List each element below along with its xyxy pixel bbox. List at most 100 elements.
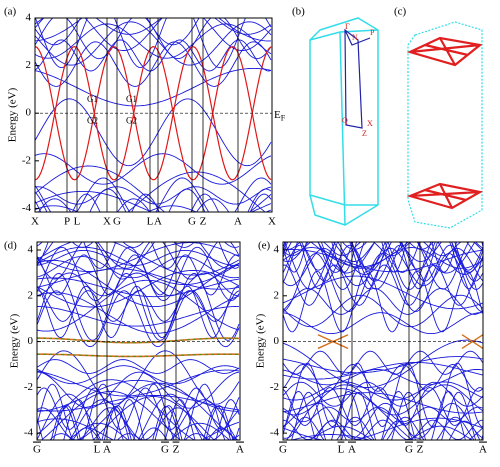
bands — [283, 242, 483, 440]
band — [283, 417, 483, 440]
y-tick-label: -4 — [270, 427, 280, 439]
x-tick-label: P — [64, 216, 70, 228]
band — [37, 256, 240, 279]
band — [283, 242, 483, 275]
band — [283, 253, 483, 313]
plot-frame — [36, 241, 241, 441]
brillouin-zone — [407, 21, 483, 229]
fermi-label: EF — [274, 109, 286, 122]
irreducible-zone — [344, 28, 371, 129]
band — [283, 339, 483, 388]
band — [37, 369, 240, 397]
y-tick-label: 0 — [274, 335, 280, 347]
band — [37, 242, 240, 280]
band — [37, 383, 240, 440]
plot-frame — [282, 241, 484, 441]
band — [283, 287, 483, 315]
surface-state — [461, 334, 483, 350]
band — [35, 205, 272, 212]
band — [35, 23, 272, 59]
band — [283, 384, 483, 416]
band — [37, 285, 240, 339]
panel-label: (a) — [4, 6, 17, 18]
band — [37, 268, 240, 290]
x-tick-label: G — [279, 444, 287, 456]
band — [283, 350, 483, 375]
y-tick-label: -2 — [24, 381, 33, 393]
x-tick-label: A — [479, 444, 487, 456]
surface-state — [37, 353, 240, 358]
y-tick-label: 0 — [28, 335, 34, 347]
x-tick-label: L — [338, 444, 345, 456]
y-tick-label: -4 — [22, 202, 32, 214]
band — [37, 365, 240, 385]
bz-label: Z — [362, 129, 367, 138]
band — [37, 379, 240, 440]
crossing-band — [35, 45, 272, 181]
band — [37, 249, 240, 266]
band — [289, 434, 372, 440]
band — [37, 246, 240, 285]
band — [35, 18, 246, 69]
band — [283, 387, 483, 426]
band — [35, 98, 272, 167]
band — [35, 39, 272, 72]
band — [37, 242, 240, 248]
band — [37, 259, 240, 308]
band — [35, 18, 272, 60]
y-tick-label: 4 — [28, 244, 34, 256]
band — [37, 279, 240, 332]
band — [283, 275, 483, 310]
band — [53, 405, 234, 440]
brillouin-zone — [309, 17, 379, 226]
x-tick-label: G — [161, 444, 169, 456]
band — [37, 359, 240, 374]
y-axis-label: Energy (eV) — [9, 313, 21, 368]
x-tick-label: A — [154, 216, 162, 228]
band — [37, 272, 240, 297]
bands — [37, 242, 240, 440]
y-tick-label: -2 — [270, 381, 279, 393]
band — [37, 379, 239, 412]
band — [35, 18, 272, 35]
band — [283, 381, 483, 407]
band — [127, 171, 266, 212]
panel-label: (e) — [258, 240, 271, 252]
x-tick-label: A — [234, 216, 242, 228]
band — [37, 242, 240, 269]
band — [291, 391, 477, 440]
band — [283, 312, 483, 335]
plot-frame — [34, 17, 273, 213]
x-tick-label: A — [348, 444, 356, 456]
band — [310, 242, 409, 268]
fermi-subscript: F — [281, 113, 286, 122]
bz-label: Γ — [345, 22, 350, 31]
bz-label: Q — [342, 116, 348, 125]
band — [283, 270, 483, 333]
band — [37, 246, 240, 302]
band — [283, 242, 470, 290]
x-tick-label: G — [188, 216, 196, 228]
band — [35, 41, 272, 87]
band — [37, 399, 240, 440]
annotation: G1 — [87, 94, 98, 104]
band — [92, 396, 215, 440]
x-tick-label: Z — [200, 216, 207, 228]
band — [283, 356, 483, 374]
band — [315, 420, 481, 440]
panel-label: (b) — [292, 6, 305, 18]
panel-label: (d) — [4, 240, 17, 252]
band — [37, 371, 240, 409]
band — [308, 425, 474, 440]
y-tick-label: 2 — [26, 59, 32, 71]
y-tick-label: 2 — [28, 289, 34, 301]
x-tick-label: A — [103, 444, 111, 456]
annotation: G2 — [87, 116, 98, 126]
x-tick-label: L — [74, 216, 81, 228]
x-tick-label: G — [113, 216, 121, 228]
y-axis-label: Energy (eV) — [7, 87, 19, 142]
band — [283, 294, 483, 328]
band — [35, 67, 272, 107]
band — [283, 390, 483, 440]
band — [35, 193, 272, 212]
